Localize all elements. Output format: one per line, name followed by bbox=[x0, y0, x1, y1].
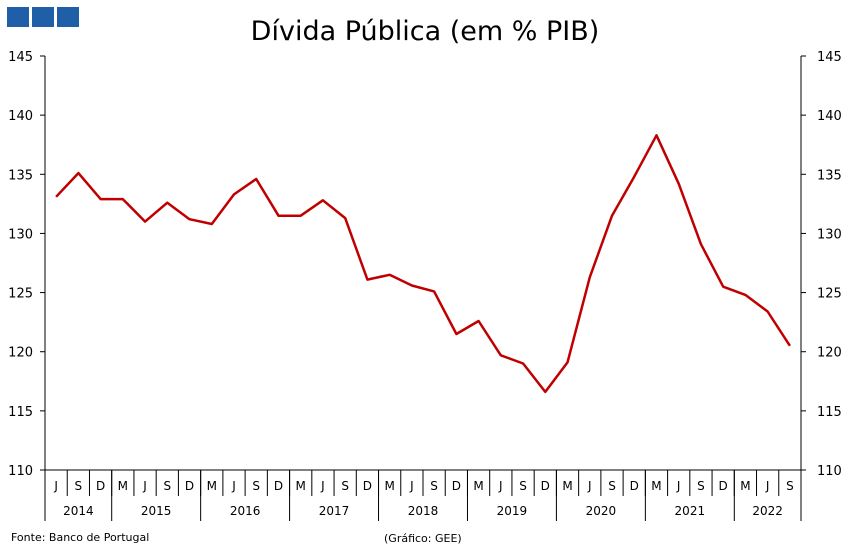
y-tick-label-right: 110 bbox=[817, 464, 842, 479]
month-label: D bbox=[274, 479, 283, 493]
y-tick-label-right: 145 bbox=[817, 50, 842, 65]
month-label: M bbox=[384, 479, 394, 493]
y-tick-label-right: 125 bbox=[817, 287, 842, 302]
month-label: J bbox=[765, 479, 770, 493]
month-label: M bbox=[207, 479, 217, 493]
y-tick-label-left: 120 bbox=[8, 346, 33, 361]
year-label: 2020 bbox=[586, 504, 617, 518]
month-label: J bbox=[142, 479, 147, 493]
month-label: D bbox=[452, 479, 461, 493]
series-line bbox=[55, 134, 791, 394]
month-label: M bbox=[473, 479, 483, 493]
month-label: S bbox=[697, 479, 705, 493]
month-label: S bbox=[430, 479, 438, 493]
chart-title: Dívida Pública (em % PIB) bbox=[251, 16, 600, 47]
year-label: 2014 bbox=[63, 504, 94, 518]
month-label: S bbox=[519, 479, 527, 493]
month-label: J bbox=[409, 479, 414, 493]
month-label: S bbox=[163, 479, 171, 493]
y-tick-label-left: 110 bbox=[8, 464, 33, 479]
month-label: D bbox=[363, 479, 372, 493]
month-label: S bbox=[341, 479, 349, 493]
year-label: 2017 bbox=[319, 504, 350, 518]
month-label: J bbox=[498, 479, 503, 493]
month-label: J bbox=[587, 479, 592, 493]
y-tick-label-left: 145 bbox=[8, 50, 33, 65]
source-note: Fonte: Banco de Portugal bbox=[11, 531, 150, 544]
month-label: S bbox=[252, 479, 260, 493]
month-label: M bbox=[562, 479, 572, 493]
month-label: D bbox=[96, 479, 105, 493]
month-label: D bbox=[719, 479, 728, 493]
month-label: J bbox=[231, 479, 236, 493]
year-label: 2016 bbox=[230, 504, 261, 518]
chart-axes: 110 110 115 115 120 120 125 125 130 130 135 135 140 1… bbox=[8, 50, 842, 479]
year-label: 2019 bbox=[497, 504, 528, 518]
month-label: M bbox=[118, 479, 128, 493]
y-tick-label-right: 130 bbox=[817, 227, 842, 242]
month-label: M bbox=[651, 479, 661, 493]
chart-credit: (Gráfico: GEE) bbox=[384, 532, 462, 545]
y-tick-label-right: 115 bbox=[817, 405, 842, 420]
month-label: J bbox=[53, 479, 58, 493]
month-label: M bbox=[296, 479, 306, 493]
logo-block-2 bbox=[32, 7, 54, 27]
y-tick-label-right: 140 bbox=[817, 109, 842, 124]
y-tick-label-left: 140 bbox=[8, 109, 33, 124]
month-label: M bbox=[740, 479, 750, 493]
year-label: 2021 bbox=[675, 504, 706, 518]
y-tick-label-left: 125 bbox=[8, 287, 33, 302]
y-tick-label-left: 115 bbox=[8, 405, 33, 420]
logo-block-1 bbox=[7, 7, 29, 27]
month-label: D bbox=[630, 479, 639, 493]
month-label: S bbox=[786, 479, 794, 493]
y-tick-label-left: 130 bbox=[8, 227, 33, 242]
y-tick-label-right: 135 bbox=[817, 168, 842, 183]
month-label: S bbox=[75, 479, 83, 493]
month-label: D bbox=[541, 479, 550, 493]
year-label: 2018 bbox=[408, 504, 439, 518]
month-label: J bbox=[320, 479, 325, 493]
y-tick-label-right: 120 bbox=[817, 346, 842, 361]
month-label: J bbox=[676, 479, 681, 493]
month-label: D bbox=[185, 479, 194, 493]
logo-block-3 bbox=[57, 7, 79, 27]
y-tick-label-left: 135 bbox=[8, 168, 33, 183]
month-label: S bbox=[608, 479, 616, 493]
year-label: 2022 bbox=[752, 504, 783, 518]
year-label: 2015 bbox=[141, 504, 172, 518]
